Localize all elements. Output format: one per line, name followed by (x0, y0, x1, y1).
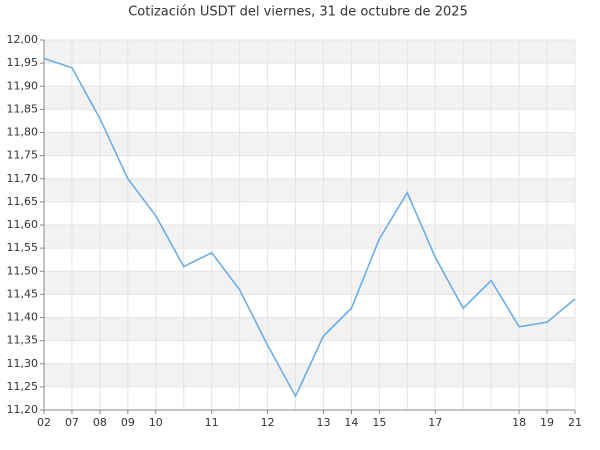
y-tick-label: 11,80 (7, 126, 39, 139)
x-tick-label: 12 (261, 416, 275, 429)
y-tick-label: 11,95 (7, 56, 39, 69)
y-tick-label: 12,00 (7, 33, 39, 46)
x-tick-label: 21 (568, 416, 582, 429)
grid-band (44, 271, 575, 295)
y-tick-label: 11,30 (7, 357, 39, 370)
y-tick-label: 11,70 (7, 172, 39, 185)
y-tick-label: 11,35 (7, 334, 39, 347)
chart-title: Cotización USDT del viernes, 31 de octub… (128, 5, 468, 20)
y-tick-label: 11,50 (7, 264, 39, 277)
x-tick-label: 13 (316, 416, 330, 429)
x-tick-label: 17 (428, 416, 442, 429)
grid-band (44, 225, 575, 249)
grid-band (44, 178, 575, 202)
x-tick-label: 10 (149, 416, 163, 429)
grid-band (44, 40, 575, 64)
x-tick-label: 18 (512, 416, 526, 429)
y-tick-label: 11,60 (7, 218, 39, 231)
x-tick-label: 11 (205, 416, 219, 429)
x-tick-label: 09 (121, 416, 135, 429)
grid-band (44, 86, 575, 110)
grid-band (44, 132, 575, 156)
x-tick-label: 02 (37, 416, 51, 429)
x-tick-label: 14 (344, 416, 358, 429)
y-tick-label: 11,45 (7, 287, 39, 300)
grid-band (44, 317, 575, 341)
x-tick-label: 07 (65, 416, 79, 429)
y-tick-label: 11,25 (7, 380, 39, 393)
line (43, 57, 576, 398)
y-tick-label: 11,75 (7, 149, 39, 162)
x-tick-label: 08 (93, 416, 107, 429)
y-tick-label: 11,40 (7, 311, 39, 324)
y-tick-label: 11,90 (7, 79, 39, 92)
y-tick-label: 11,85 (7, 102, 39, 115)
y-tick-label: 11,20 (7, 403, 39, 416)
y-tick-label: 11,65 (7, 195, 39, 208)
x-tick-label: 15 (372, 416, 386, 429)
x-tick-label: 19 (540, 416, 554, 429)
y-tick-label: 11,55 (7, 241, 39, 254)
grid-band (44, 363, 575, 387)
